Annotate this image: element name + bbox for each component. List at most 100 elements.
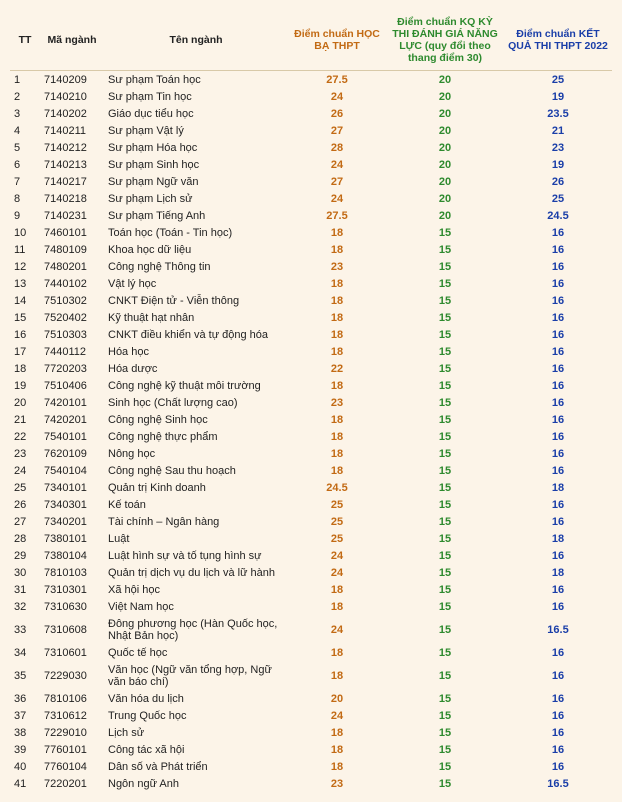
cell-dgnl: 20: [386, 71, 504, 89]
header-hocba: Điểm chuẩn HỌC BẠ THPT: [288, 10, 386, 71]
cell-tt: 8: [10, 190, 40, 207]
cell-dgnl: 15: [386, 360, 504, 377]
cell-dgnl: 15: [386, 258, 504, 275]
cell-dgnl: 15: [386, 309, 504, 326]
table-row: 67140213Sư phạm Sinh học242019: [10, 156, 612, 173]
cell-dgnl: 15: [386, 513, 504, 530]
cell-ten: Nông học: [104, 445, 288, 462]
cell-thpt: 16: [504, 275, 612, 292]
cell-dgnl: 15: [386, 690, 504, 707]
table-row: 407760104Dân số và Phát triển181516: [10, 758, 612, 775]
cell-hocba: 18: [288, 462, 386, 479]
table-row: 257340101Quản trị Kinh doanh24.51518: [10, 479, 612, 496]
cell-hocba: 23: [288, 394, 386, 411]
cell-thpt: 16: [504, 462, 612, 479]
cell-ma: 7520402: [40, 309, 104, 326]
cell-ma: 7340101: [40, 479, 104, 496]
cell-hocba: 26: [288, 105, 386, 122]
cell-ma: 7340201: [40, 513, 104, 530]
header-dgnl: Điểm chuẩn KQ KỲ THI ĐÁNH GIÁ NĂNG LỰC (…: [386, 10, 504, 71]
cell-tt: 27: [10, 513, 40, 530]
cell-hocba: 18: [288, 241, 386, 258]
table-row: 327310630Việt Nam học181516: [10, 598, 612, 615]
table-row: 307810103Quản trị dịch vụ du lịch và lữ …: [10, 564, 612, 581]
table-row: 57140212Sư phạm Hóa học282023: [10, 139, 612, 156]
cell-dgnl: 20: [386, 139, 504, 156]
cell-thpt: 26: [504, 173, 612, 190]
cell-tt: 33: [10, 615, 40, 644]
cell-hocba: 18: [288, 224, 386, 241]
cell-dgnl: 15: [386, 224, 504, 241]
cell-thpt: 16: [504, 724, 612, 741]
cell-hocba: 28: [288, 139, 386, 156]
cell-dgnl: 15: [386, 530, 504, 547]
cell-thpt: 18: [504, 479, 612, 496]
cell-ten: Văn hóa du lịch: [104, 690, 288, 707]
table-row: 207420101Sinh học (Chất lượng cao)231516: [10, 394, 612, 411]
table-row: 167510303CNKT điều khiển và tự động hóa1…: [10, 326, 612, 343]
cell-thpt: 18: [504, 564, 612, 581]
cell-ten: Sinh học (Chất lượng cao): [104, 394, 288, 411]
cell-hocba: 18: [288, 445, 386, 462]
cell-hocba: 27.5: [288, 207, 386, 224]
cell-tt: 13: [10, 275, 40, 292]
cell-tt: 17: [10, 343, 40, 360]
cell-ten: Công nghệ Sau thu hoạch: [104, 462, 288, 479]
cell-ma: 7480109: [40, 241, 104, 258]
cell-tt: 23: [10, 445, 40, 462]
cell-thpt: 16: [504, 445, 612, 462]
cell-tt: 5: [10, 139, 40, 156]
header-ten: Tên ngành: [104, 10, 288, 71]
cell-ma: 7310601: [40, 644, 104, 661]
cell-tt: 2: [10, 88, 40, 105]
cell-ten: Sư phạm Toán học: [104, 71, 288, 89]
cell-ma: 7140210: [40, 88, 104, 105]
header-ma: Mã ngành: [40, 10, 104, 71]
cell-thpt: 16: [504, 224, 612, 241]
cell-hocba: 24: [288, 88, 386, 105]
cell-hocba: 18: [288, 758, 386, 775]
table-row: 387229010Lịch sử181516: [10, 724, 612, 741]
cell-hocba: 22: [288, 360, 386, 377]
cell-dgnl: 20: [386, 156, 504, 173]
cell-thpt: 16: [504, 741, 612, 758]
cell-dgnl: 15: [386, 241, 504, 258]
cell-ten: Công nghệ kỹ thuật môi trường: [104, 377, 288, 394]
cell-ma: 7420101: [40, 394, 104, 411]
cell-ten: Sư phạm Lịch sử: [104, 190, 288, 207]
cell-dgnl: 15: [386, 581, 504, 598]
cell-ma: 7340301: [40, 496, 104, 513]
cell-ten: Sư phạm Hóa học: [104, 139, 288, 156]
cell-ma: 7310612: [40, 707, 104, 724]
cell-tt: 16: [10, 326, 40, 343]
cell-thpt: 16: [504, 428, 612, 445]
table-row: 117480109Khoa học dữ liệu181516: [10, 241, 612, 258]
cell-dgnl: 15: [386, 343, 504, 360]
cell-ten: Kỹ thuật hạt nhân: [104, 309, 288, 326]
cell-tt: 22: [10, 428, 40, 445]
cell-dgnl: 15: [386, 394, 504, 411]
cell-ma: 7510302: [40, 292, 104, 309]
cell-tt: 34: [10, 644, 40, 661]
cell-ten: Sư phạm Tin học: [104, 88, 288, 105]
cell-dgnl: 15: [386, 547, 504, 564]
cell-ten: Dân số và Phát triển: [104, 758, 288, 775]
cell-tt: 19: [10, 377, 40, 394]
cell-ten: CNKT Điện tử - Viễn thông: [104, 292, 288, 309]
cell-ten: Lịch sử: [104, 724, 288, 741]
cell-dgnl: 15: [386, 598, 504, 615]
cell-dgnl: 15: [386, 758, 504, 775]
cell-thpt: 16: [504, 547, 612, 564]
table-row: 317310301Xã hội học181516: [10, 581, 612, 598]
cell-tt: 4: [10, 122, 40, 139]
cell-ma: 7310630: [40, 598, 104, 615]
header-tt: TT: [10, 10, 40, 71]
table-row: 237620109Nông học181516: [10, 445, 612, 462]
cell-ma: 7440112: [40, 343, 104, 360]
cell-dgnl: 15: [386, 411, 504, 428]
cell-dgnl: 15: [386, 775, 504, 792]
cell-thpt: 24.5: [504, 207, 612, 224]
cell-ten: Hóa học: [104, 343, 288, 360]
cell-hocba: 25: [288, 496, 386, 513]
cell-tt: 28: [10, 530, 40, 547]
